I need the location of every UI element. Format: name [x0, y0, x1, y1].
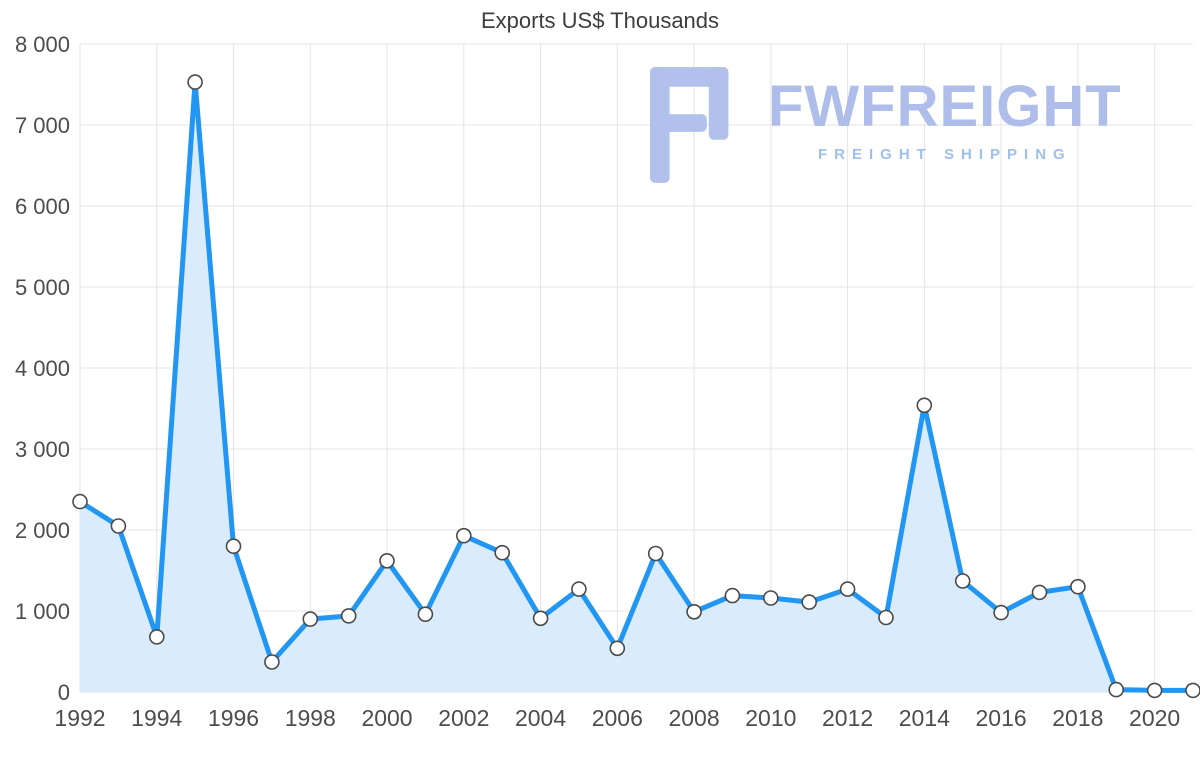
data-point-marker	[264, 654, 280, 670]
y-axis-label: 0	[58, 680, 70, 705]
x-axis-label: 2008	[668, 705, 719, 731]
data-point-marker	[417, 606, 434, 623]
data-point-marker	[532, 610, 549, 627]
y-axis-label: 6 000	[15, 194, 70, 219]
y-axis-label: 2 000	[15, 518, 70, 543]
x-axis-label: 2000	[361, 705, 412, 731]
y-axis-label: 7 000	[15, 113, 70, 138]
data-point-marker	[571, 581, 587, 597]
data-point-marker	[954, 573, 971, 589]
data-point-marker	[1185, 682, 1200, 699]
data-point-marker	[1108, 681, 1124, 698]
x-axis-label: 2014	[899, 705, 950, 731]
data-point-marker	[609, 640, 626, 657]
chart-title: Exports US$ Thousands	[480, 8, 720, 33]
x-axis-label: 2006	[592, 705, 643, 731]
data-point-marker	[1031, 584, 1048, 601]
data-point-marker	[110, 518, 127, 534]
x-axis-label: 1994	[131, 705, 182, 731]
x-axis-label: 1992	[54, 705, 105, 731]
data-point-marker	[1146, 682, 1163, 699]
data-point-marker	[762, 590, 779, 606]
y-axis-label: 8 000	[15, 32, 70, 57]
x-axis-label: 2018	[1052, 705, 1103, 731]
data-point-marker	[340, 608, 357, 624]
series-area	[80, 82, 1193, 693]
data-point-marker	[801, 594, 818, 610]
y-axis-label: 4 000	[15, 356, 70, 381]
y-axis-label: 1 000	[15, 599, 70, 624]
data-point-marker	[149, 629, 165, 645]
y-axis-label: 3 000	[15, 437, 70, 462]
data-point-marker	[302, 611, 319, 627]
x-axis-label: 2012	[822, 705, 873, 731]
y-axis-label: 5 000	[15, 275, 70, 300]
data-point-marker	[878, 609, 894, 626]
data-point-marker	[455, 527, 472, 544]
x-axis-label: 2016	[976, 705, 1027, 731]
data-point-marker	[647, 545, 664, 562]
x-axis-label: 2020	[1129, 705, 1180, 731]
data-point-marker	[916, 397, 933, 414]
x-axis-label: 2004	[515, 705, 566, 731]
data-point-marker	[494, 544, 511, 561]
data-point-marker	[379, 552, 395, 569]
data-point-marker	[225, 538, 242, 555]
x-axis-label: 2002	[438, 705, 489, 731]
data-point-marker	[839, 581, 856, 597]
data-point-marker	[686, 603, 702, 620]
x-axis-label: 2010	[745, 705, 796, 731]
x-axis-label: 1998	[285, 705, 336, 731]
data-point-marker	[724, 587, 741, 604]
data-point-marker	[993, 604, 1009, 621]
x-axis-label: 1996	[208, 705, 259, 731]
data-point-marker	[72, 493, 88, 510]
data-point-marker	[1070, 578, 1086, 595]
data-point-marker	[187, 74, 203, 90]
